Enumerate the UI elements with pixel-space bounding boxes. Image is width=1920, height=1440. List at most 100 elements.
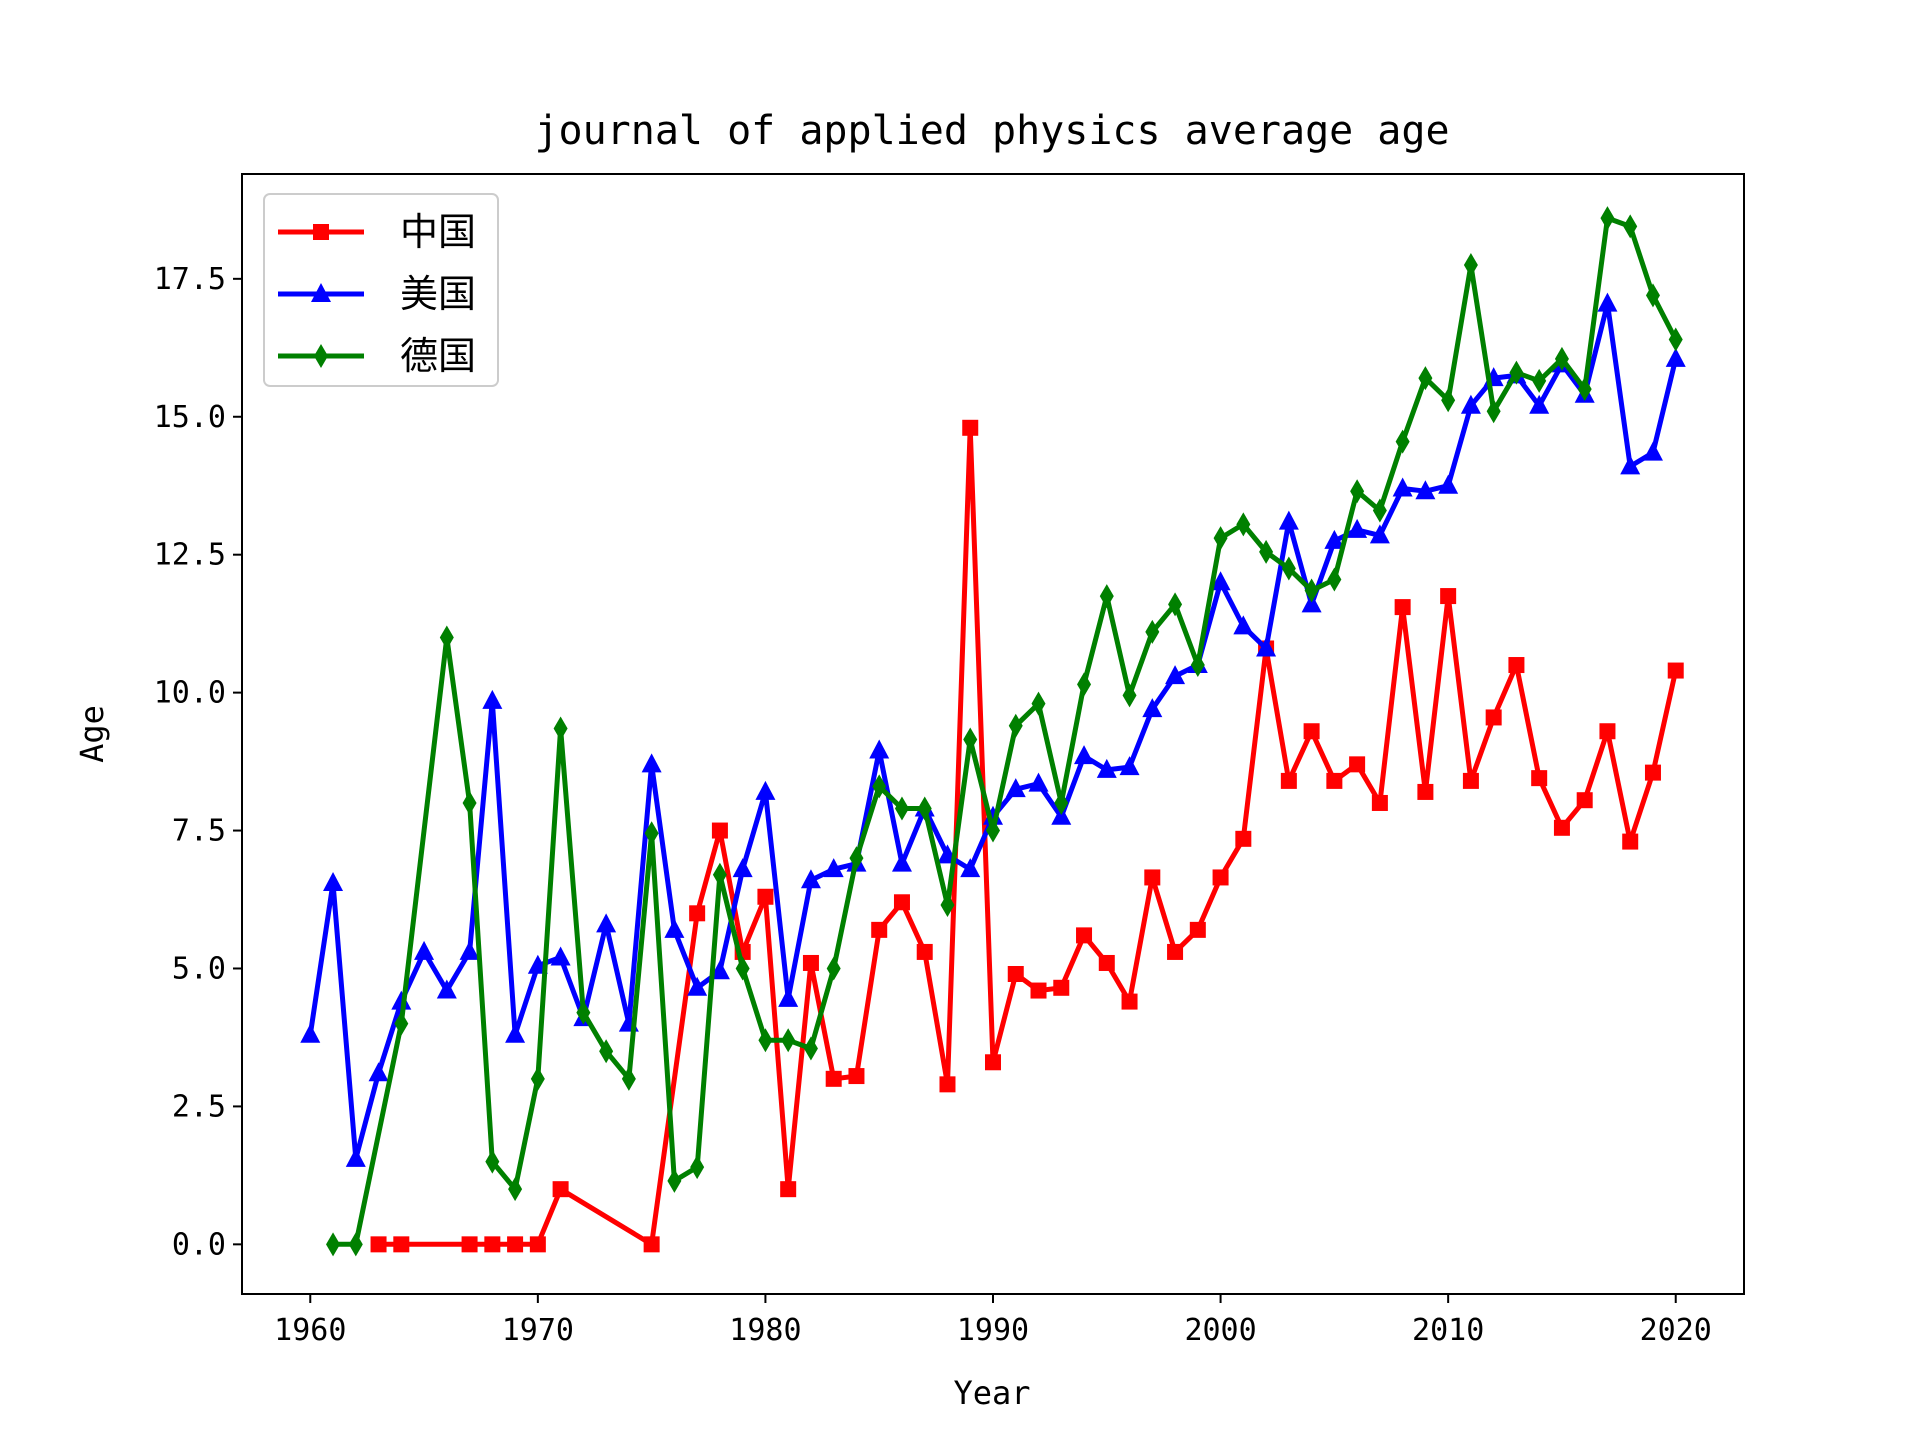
data-point	[1327, 567, 1342, 592]
data-point	[1122, 683, 1137, 708]
legend-marker	[311, 283, 331, 302]
data-point	[1576, 792, 1593, 809]
data-point	[1281, 556, 1296, 581]
chart-title: journal of applied physics average age	[534, 108, 1449, 154]
data-point	[894, 796, 909, 821]
data-point	[1645, 283, 1660, 308]
data-point	[1121, 993, 1138, 1010]
data-point	[1326, 772, 1343, 789]
data-point	[1236, 512, 1251, 537]
data-point	[1667, 662, 1684, 679]
series-1	[370, 419, 1684, 1253]
data-point	[1394, 599, 1411, 616]
y-tick-label: 5.0	[172, 951, 226, 986]
x-tick-label: 1990	[957, 1313, 1029, 1348]
data-point	[1168, 592, 1183, 617]
data-point	[461, 1236, 478, 1253]
data-point	[1167, 943, 1184, 960]
y-axis: 0.0 2.5 5.0 7.5 10.0 12.5 15.0 17.5	[154, 262, 242, 1262]
data-point	[1418, 366, 1433, 391]
legend-label: 美国	[400, 272, 476, 316]
data-point	[778, 987, 799, 1007]
data-point	[529, 1236, 546, 1253]
data-point	[1463, 253, 1478, 278]
y-tick-label: 15.0	[154, 400, 226, 435]
data-point	[1440, 588, 1457, 605]
data-point	[553, 716, 568, 741]
data-point	[1053, 979, 1070, 996]
data-point	[1438, 474, 1459, 494]
data-point	[1119, 756, 1140, 776]
data-point	[1213, 526, 1228, 551]
data-point	[1030, 982, 1047, 999]
data-point	[1189, 921, 1206, 938]
data-point	[1165, 665, 1186, 685]
legend-box	[263, 193, 499, 387]
data-point	[1554, 346, 1569, 371]
data-point	[711, 822, 728, 839]
data-point	[1077, 672, 1092, 697]
data-point	[1076, 927, 1093, 944]
data-point	[916, 943, 933, 960]
data-point	[893, 894, 910, 911]
y-tick-label: 10.0	[154, 676, 226, 711]
data-point	[1145, 619, 1160, 644]
data-point	[664, 918, 685, 938]
legend-marker	[314, 344, 328, 368]
data-point	[1485, 709, 1502, 726]
data-point	[1553, 819, 1570, 836]
data-point	[1259, 539, 1274, 564]
data-point	[414, 940, 435, 960]
data-point	[917, 796, 932, 821]
data-point	[1531, 770, 1548, 787]
data-point	[530, 1066, 545, 1091]
data-point	[871, 921, 888, 938]
data-point	[689, 905, 706, 922]
data-point	[802, 954, 819, 971]
data-point	[849, 846, 864, 871]
data-point	[1028, 772, 1049, 792]
data-point	[960, 858, 981, 878]
data-point	[800, 869, 821, 889]
data-point	[1623, 214, 1638, 239]
data-point	[482, 689, 503, 709]
x-tick-label: 1980	[729, 1313, 801, 1348]
data-point	[1210, 571, 1231, 591]
data-point	[848, 1068, 865, 1085]
data-point	[1280, 772, 1297, 789]
plot-area	[300, 206, 1686, 1257]
data-point	[643, 1236, 660, 1253]
data-point	[803, 1036, 818, 1061]
data-point	[1099, 584, 1114, 609]
data-point	[1509, 360, 1524, 385]
data-point	[1622, 833, 1639, 850]
data-point	[1529, 394, 1550, 414]
data-point	[507, 1236, 524, 1253]
data-point	[394, 1011, 409, 1036]
series-line-3	[330, 215, 1679, 1247]
data-point	[891, 852, 912, 872]
data-point	[1597, 292, 1618, 312]
data-point	[1301, 593, 1322, 613]
data-point	[1007, 966, 1024, 982]
data-point	[323, 871, 344, 891]
data-point	[687, 976, 708, 996]
data-point	[345, 1147, 366, 1167]
data-point	[370, 1236, 387, 1253]
data-point	[436, 979, 457, 999]
y-tick-label: 2.5	[172, 1089, 226, 1124]
data-point	[712, 862, 727, 887]
x-axis: 1960 1970 1980 1990 2000 2010 2020	[274, 1294, 1712, 1348]
series-3	[326, 206, 1683, 1257]
data-point	[735, 956, 750, 981]
data-point	[599, 1039, 614, 1064]
data-point	[940, 893, 955, 918]
y-tick-label: 0.0	[172, 1227, 226, 1262]
data-point	[1620, 455, 1641, 475]
y-tick-label: 17.5	[154, 262, 226, 297]
data-point	[485, 1149, 500, 1174]
data-point	[1233, 615, 1254, 635]
data-point	[552, 1181, 569, 1198]
series-line-1	[376, 425, 1679, 1247]
